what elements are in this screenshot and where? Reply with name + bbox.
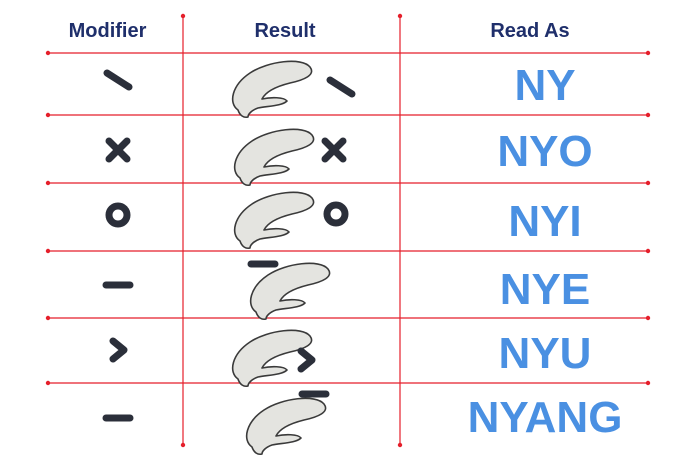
read-as-cell: NYO	[497, 127, 593, 176]
grid-node-dot	[645, 248, 651, 254]
circle-result-mark-icon	[327, 205, 345, 223]
header-modifier: Modifier	[68, 20, 147, 42]
grid-node-dot	[45, 248, 51, 254]
chevron-modifier-icon	[113, 341, 124, 359]
grid-node-dot	[397, 13, 403, 19]
grid-node-dot	[397, 442, 403, 448]
read-as-cell: NYI	[508, 197, 582, 246]
slash-stroke-result-mark-icon	[330, 80, 352, 94]
grid-node-dot	[45, 380, 51, 386]
base-consonant-glyph	[231, 329, 313, 388]
read-as-cell: NYU	[498, 329, 592, 378]
header-result: Result	[254, 20, 316, 42]
grid-node-dot	[45, 315, 51, 321]
base-consonant-glyph	[249, 262, 331, 321]
grid-node-dot	[645, 50, 651, 56]
chevron-result-mark-icon	[301, 351, 312, 369]
modifier-column	[106, 73, 130, 418]
grid-lines	[45, 13, 651, 448]
circle-modifier-icon	[109, 206, 127, 224]
x-cross-modifier-icon	[109, 141, 127, 159]
read-as-cell: NY	[514, 61, 576, 110]
header-read-as: Read As	[490, 20, 570, 42]
base-consonant-glyph	[231, 60, 313, 119]
read-as-cell: NYE	[499, 265, 591, 314]
grid-node-dot	[45, 112, 51, 118]
slash-stroke-modifier-icon	[107, 73, 129, 87]
result-column	[231, 60, 352, 456]
grid-node-dot	[645, 315, 651, 321]
grid-node-dot	[45, 50, 51, 56]
grid-node-dot	[180, 13, 186, 19]
base-consonant-glyph	[245, 397, 327, 456]
read-as-cell: NYANG	[467, 393, 623, 442]
grid-node-dot	[45, 180, 51, 186]
x-cross-result-mark-icon	[325, 141, 343, 159]
base-consonant-glyph	[233, 191, 315, 250]
grid-node-dot	[180, 442, 186, 448]
grid-node-dot	[645, 112, 651, 118]
grid-node-dot	[645, 180, 651, 186]
base-consonant-glyph	[233, 128, 315, 187]
grid-node-dot	[645, 380, 651, 386]
